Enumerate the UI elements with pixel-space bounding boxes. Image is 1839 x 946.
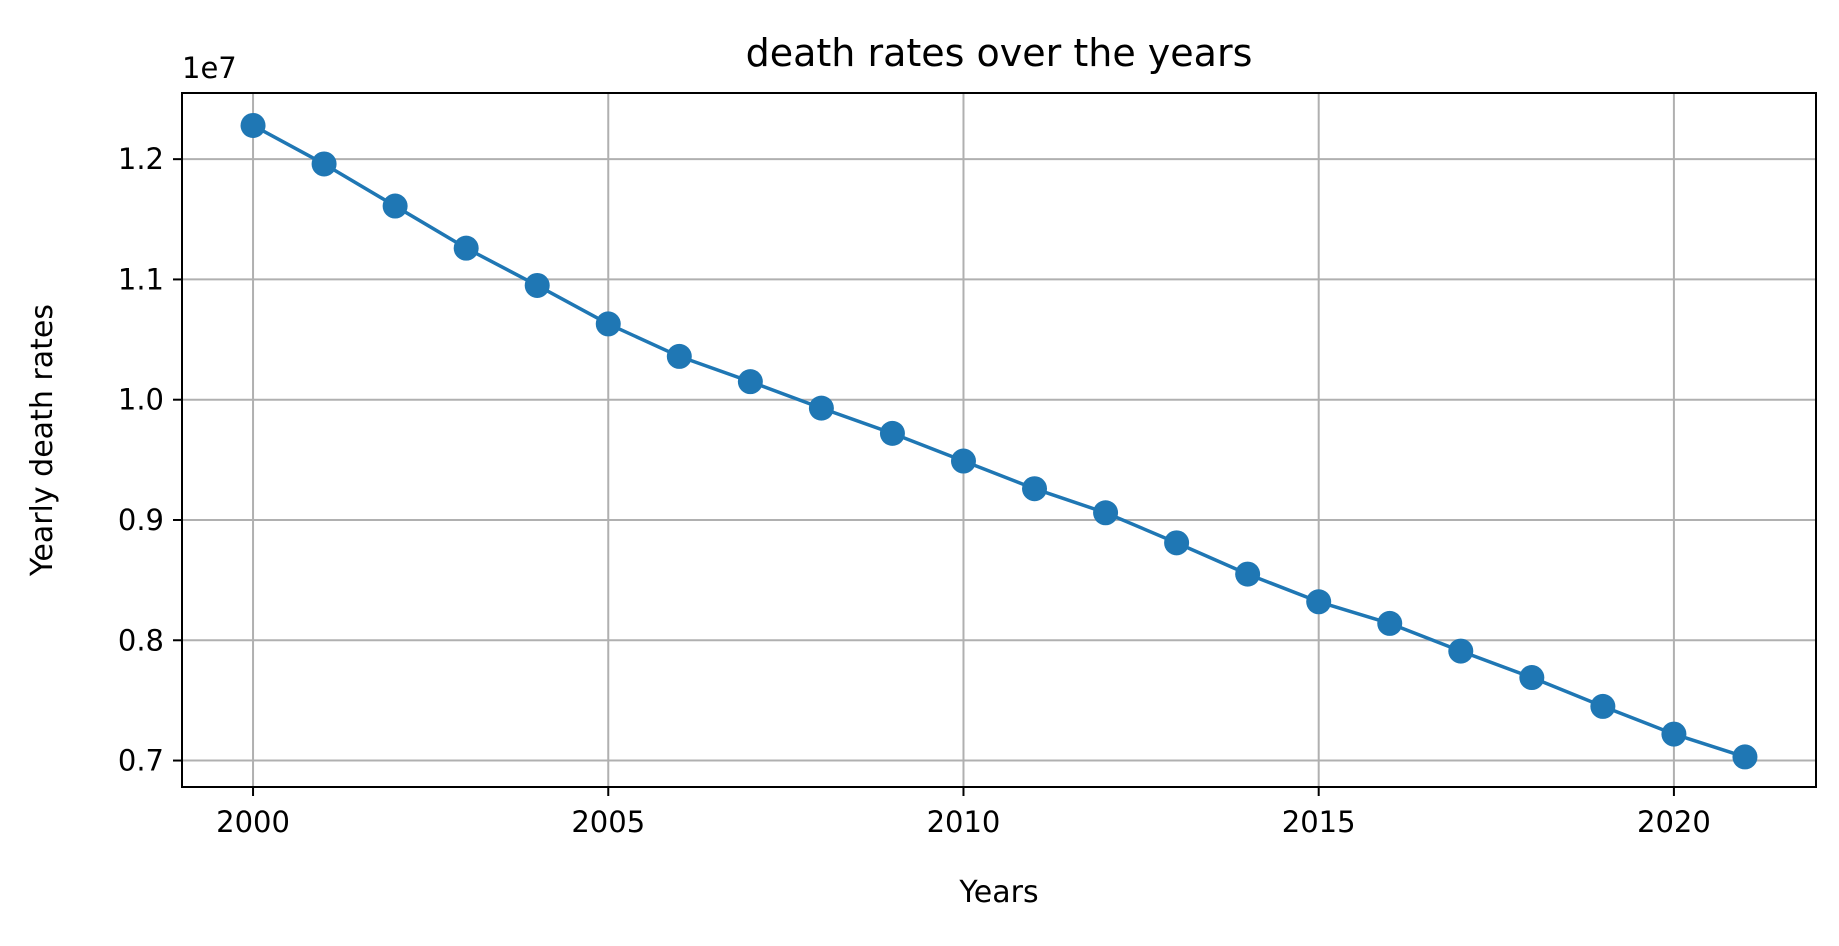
x-tick-label: 2010 xyxy=(927,805,1001,839)
x-tick-label: 2005 xyxy=(571,805,645,839)
x-axis-label: Years xyxy=(958,875,1038,910)
y-tick-label: 1.1 xyxy=(118,262,164,296)
y-tick-label: 0.7 xyxy=(118,744,164,778)
data-point xyxy=(1377,610,1403,636)
data-point xyxy=(1590,693,1616,719)
data-point xyxy=(737,369,763,395)
series xyxy=(240,112,1758,770)
y-tick-label: 0.8 xyxy=(118,623,164,657)
data-point xyxy=(1732,744,1758,770)
data-point xyxy=(808,395,834,421)
y-axis-offset-label: 1e7 xyxy=(182,51,237,85)
data-point xyxy=(1022,476,1048,502)
x-tick-label: 2015 xyxy=(1282,805,1356,839)
data-point xyxy=(1661,721,1687,747)
data-point xyxy=(1164,530,1190,556)
data-point xyxy=(666,343,692,369)
data-point xyxy=(1306,589,1332,615)
data-point xyxy=(453,235,479,261)
y-tick-label: 1.2 xyxy=(118,142,164,176)
data-point xyxy=(1235,561,1261,587)
y-tick-label: 1.0 xyxy=(118,383,164,417)
series-line xyxy=(252,123,1746,759)
data-point xyxy=(1448,638,1474,664)
data-point xyxy=(524,272,550,298)
data-point xyxy=(1093,500,1119,526)
chart-title: death rates over the years xyxy=(746,31,1253,75)
data-point xyxy=(595,311,621,337)
grid xyxy=(182,93,1816,787)
y-axis-label: Yearly death rates xyxy=(25,304,60,577)
axis-ticks: 2000 2005 2010 2015 2020 0.7 0.8 0.9 1.0 1.1 1.2 xyxy=(118,142,1711,839)
data-point xyxy=(879,420,905,446)
data-point xyxy=(240,112,266,138)
x-tick-label: 2020 xyxy=(1637,805,1711,839)
plot-area-frame xyxy=(181,92,1817,788)
data-point xyxy=(311,151,337,177)
x-tick-label: 2000 xyxy=(216,805,290,839)
data-point xyxy=(382,193,408,219)
data-point xyxy=(1519,665,1545,691)
data-point xyxy=(950,448,976,474)
y-tick-label: 0.9 xyxy=(118,503,164,537)
